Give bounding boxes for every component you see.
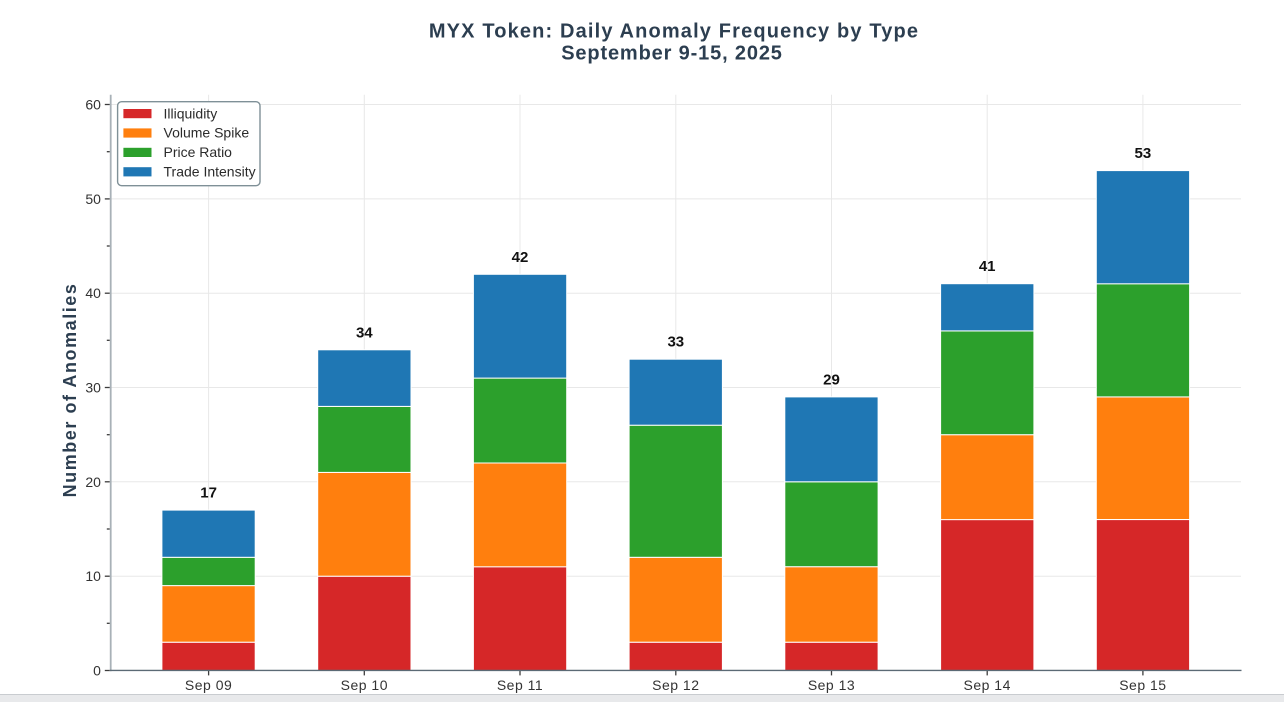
svg-text:41: 41	[979, 258, 996, 275]
svg-text:34: 34	[356, 324, 373, 341]
svg-text:Price Ratio: Price Ratio	[164, 144, 233, 160]
svg-text:60: 60	[85, 97, 101, 113]
svg-text:Sep 11: Sep 11	[497, 677, 543, 693]
svg-text:MYX Token: Daily Anomaly Frequ: MYX Token: Daily Anomaly Frequency by Ty…	[429, 21, 919, 43]
svg-text:0: 0	[93, 663, 101, 679]
svg-text:Sep 15: Sep 15	[1119, 677, 1166, 693]
svg-text:Sep 14: Sep 14	[964, 677, 1011, 693]
svg-text:Volume Spike: Volume Spike	[164, 125, 250, 141]
svg-text:Sep 10: Sep 10	[341, 677, 388, 693]
svg-text:30: 30	[85, 380, 101, 396]
svg-text:September 9-15, 2025: September 9-15, 2025	[561, 43, 783, 65]
svg-text:10: 10	[85, 568, 101, 584]
svg-text:Trade Intensity: Trade Intensity	[164, 164, 256, 180]
svg-text:20: 20	[85, 474, 101, 490]
svg-text:Sep 13: Sep 13	[808, 677, 855, 693]
svg-text:Sep 09: Sep 09	[185, 677, 232, 693]
svg-text:42: 42	[512, 249, 529, 266]
svg-text:29: 29	[823, 371, 840, 388]
svg-text:17: 17	[200, 485, 217, 502]
svg-text:Sep 12: Sep 12	[652, 677, 699, 693]
svg-text:40: 40	[85, 285, 101, 301]
svg-text:33: 33	[667, 334, 684, 351]
svg-text:Illiquidity: Illiquidity	[164, 105, 218, 121]
svg-text:Number of Anomalies: Number of Anomalies	[60, 283, 80, 498]
svg-text:50: 50	[85, 191, 101, 207]
svg-text:53: 53	[1135, 145, 1152, 162]
